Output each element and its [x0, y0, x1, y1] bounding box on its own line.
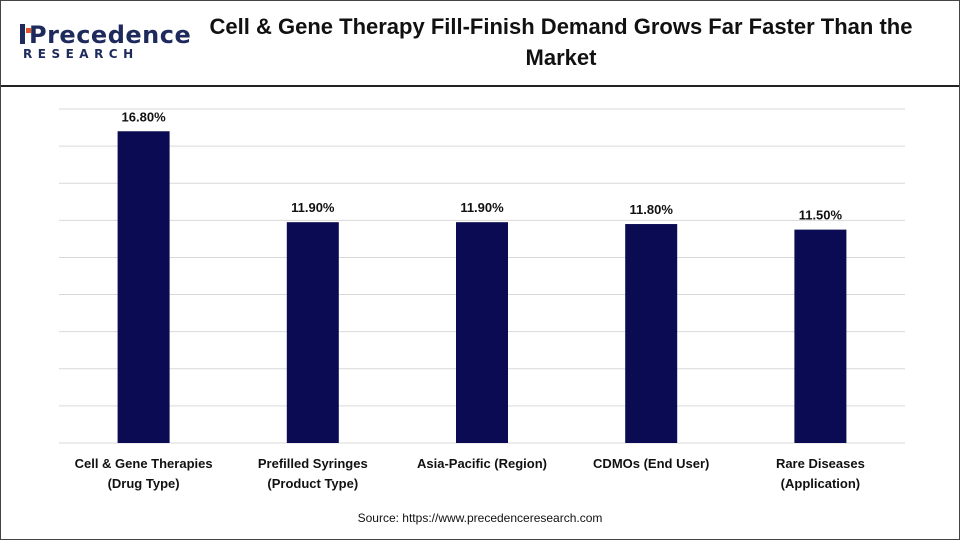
- data-label: 11.90%: [291, 200, 335, 215]
- category-label: (Drug Type): [108, 476, 180, 491]
- data-label: 16.80%: [122, 109, 167, 124]
- data-label: 11.80%: [630, 202, 674, 217]
- category-label: Cell & Gene Therapies: [75, 456, 213, 471]
- chart-header: Precedence RESEARCH Cell & Gene Therapy …: [1, 1, 959, 87]
- logo-tagline: RESEARCH: [23, 47, 139, 61]
- bar: [286, 222, 339, 443]
- category-label: Asia-Pacific (Region): [417, 456, 547, 471]
- category-label: (Application): [781, 476, 860, 491]
- source-note: Source: https://www.precedenceresearch.c…: [357, 511, 603, 525]
- bar: [794, 229, 847, 443]
- bar-chart: 16.80% Cell & Gene Therapies (Drug Type) 11…: [59, 108, 905, 491]
- category-label: Prefilled Syringes: [258, 456, 368, 471]
- bar: [625, 224, 678, 443]
- category-label: Rare Diseases: [776, 456, 865, 471]
- category-label: CDMOs (End User): [593, 456, 709, 471]
- data-label: 11.90%: [460, 200, 504, 215]
- bar: [456, 222, 508, 443]
- category-label: (Product Type): [267, 476, 358, 491]
- data-label: 11.50%: [799, 208, 843, 223]
- precedence-research-logo: Precedence RESEARCH: [19, 21, 191, 65]
- logo-wordmark: Precedence: [29, 21, 192, 49]
- chart-title: Cell & Gene Therapy Fill-Finish Demand G…: [209, 14, 913, 70]
- logo-mark-icon: [20, 24, 31, 44]
- bar: [117, 131, 170, 443]
